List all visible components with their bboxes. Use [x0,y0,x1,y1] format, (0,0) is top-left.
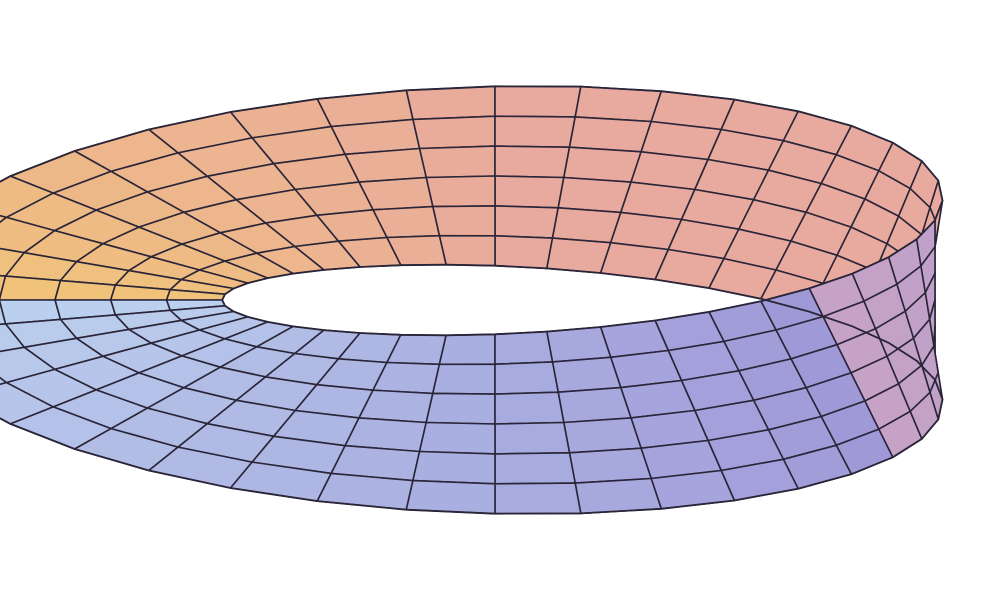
mesh-cell [412,450,496,485]
mesh-cell [551,356,622,394]
mesh-cell [494,330,554,366]
mesh-cell [431,205,496,237]
mesh-cell [557,386,632,424]
mesh-cell [494,421,571,455]
strip-boundary-edge [0,85,944,515]
mesh-cell [0,299,7,326]
mesh-cell [0,275,62,301]
mesh-cell [418,421,496,455]
mesh-cell [545,237,612,274]
mesh-cell [431,363,496,395]
mesh-cell [438,333,496,366]
mesh-cell [494,235,554,270]
mesh-cell [438,234,496,267]
mesh-cell [494,361,560,395]
mesh-cell [494,482,582,515]
mesh-cell [316,472,414,511]
mobius-strip-faces [0,85,944,515]
mesh-cell [545,326,612,363]
mesh-cell [358,389,434,424]
mesh-cell [494,391,565,425]
mesh-cell [405,85,496,121]
mesh-cell [557,176,632,214]
mesh-cell [418,145,496,179]
mesh-cell [405,479,496,515]
mesh-cell [494,451,577,485]
mesh-cell [568,116,653,153]
mesh-cell [568,447,653,484]
mesh-cell [494,85,582,118]
mobius-strip-mesh [0,85,944,515]
mesh-cell [574,477,663,515]
mesh-cell [494,205,560,239]
mesh-cell [562,146,642,183]
mesh-cell [494,115,577,148]
mesh-cell [425,175,496,208]
mesh-cell [425,392,496,425]
mesh-cell [494,145,571,179]
mesh-cell [494,175,565,209]
mesh-cell [562,417,642,454]
mesh-cell [574,85,663,123]
mesh-cell [412,115,496,150]
mesh-cell [551,207,622,244]
